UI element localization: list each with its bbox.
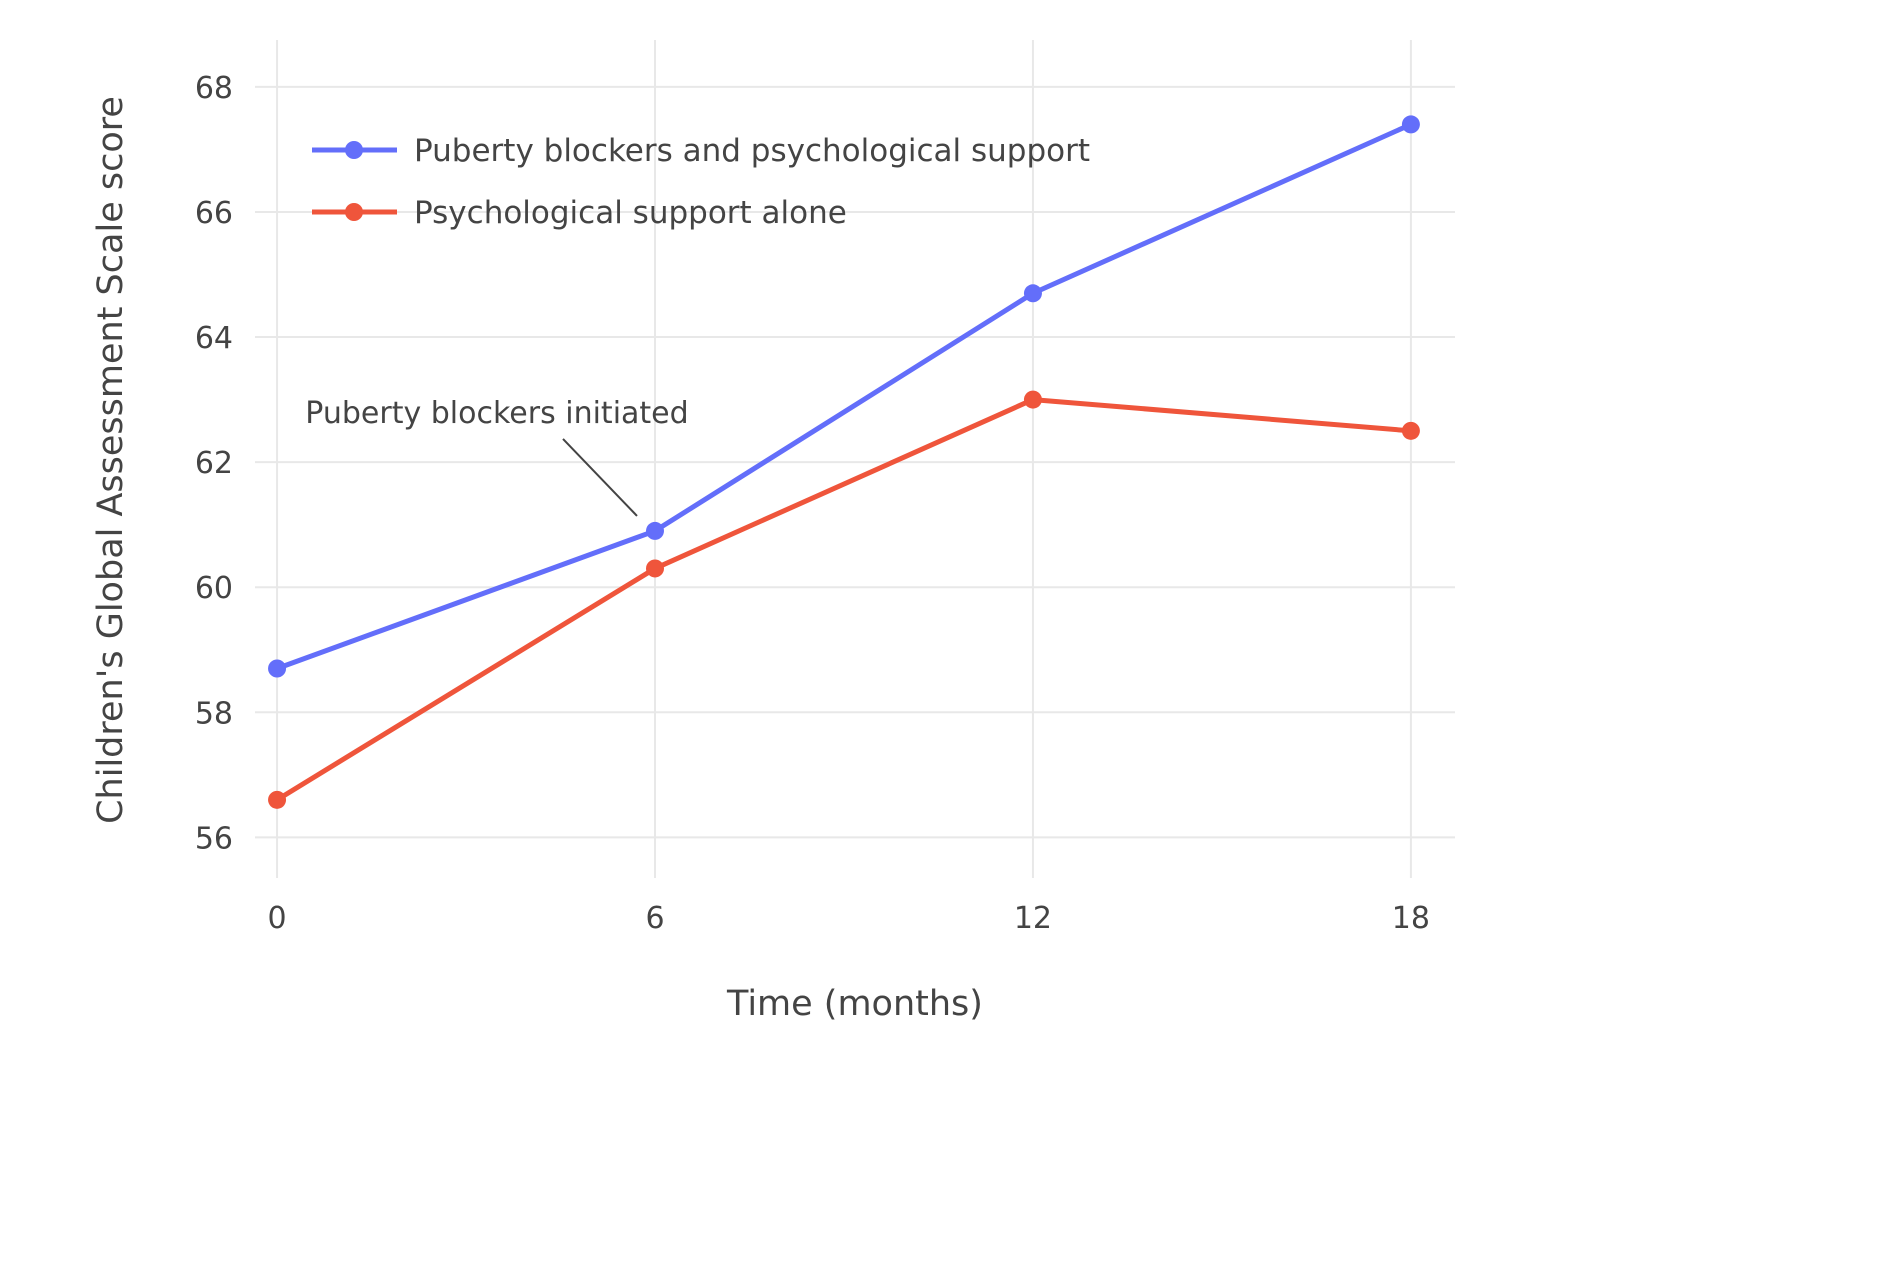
series-line — [275, 397, 1412, 802]
y-tick-label: 56 — [195, 821, 233, 856]
data-point — [1401, 421, 1420, 440]
y-tick-label: 62 — [195, 446, 233, 481]
legend-label: Puberty blockers and psychological suppo… — [414, 133, 1090, 169]
y-tick-label: 60 — [195, 571, 233, 606]
annotation-group: Puberty blockers initiated — [305, 396, 689, 517]
legend-label: Psychological support alone — [414, 195, 847, 231]
data-point — [1401, 115, 1420, 134]
y-tick-label: 66 — [195, 196, 233, 231]
data-point — [268, 659, 287, 678]
series-group — [268, 115, 1420, 809]
x-tick-label: 12 — [1014, 901, 1052, 936]
legend-item[interactable]: Psychological support alone — [312, 195, 847, 231]
gridlines — [255, 40, 1455, 878]
legend-marker — [345, 203, 363, 221]
legend: Puberty blockers and psychological suppo… — [312, 133, 1090, 231]
legend-item[interactable]: Puberty blockers and psychological suppo… — [312, 133, 1090, 169]
annotation-text: Puberty blockers initiated — [305, 396, 688, 431]
x-tick-label: 18 — [1392, 901, 1430, 936]
data-point — [1023, 390, 1042, 409]
data-point — [646, 559, 664, 578]
x-tick-label: 0 — [268, 901, 287, 936]
annotation-line — [562, 438, 638, 517]
series-line — [276, 122, 1412, 671]
y-tick-label: 58 — [195, 696, 233, 731]
data-point — [646, 521, 664, 540]
data-point — [268, 790, 287, 809]
data-point — [1023, 284, 1042, 303]
x-tick-label: 6 — [645, 901, 664, 936]
y-axis-title: Children's Global Assessment Scale score — [91, 96, 131, 824]
y-tick-label: 68 — [195, 71, 233, 106]
y-tick-label: 64 — [195, 321, 233, 356]
x-axis-title: Time (months) — [726, 984, 983, 1024]
legend-marker — [345, 141, 363, 159]
axis-tick-labels: 0 6 12 18 56 58 60 62 64 66 68 — [195, 71, 1430, 936]
